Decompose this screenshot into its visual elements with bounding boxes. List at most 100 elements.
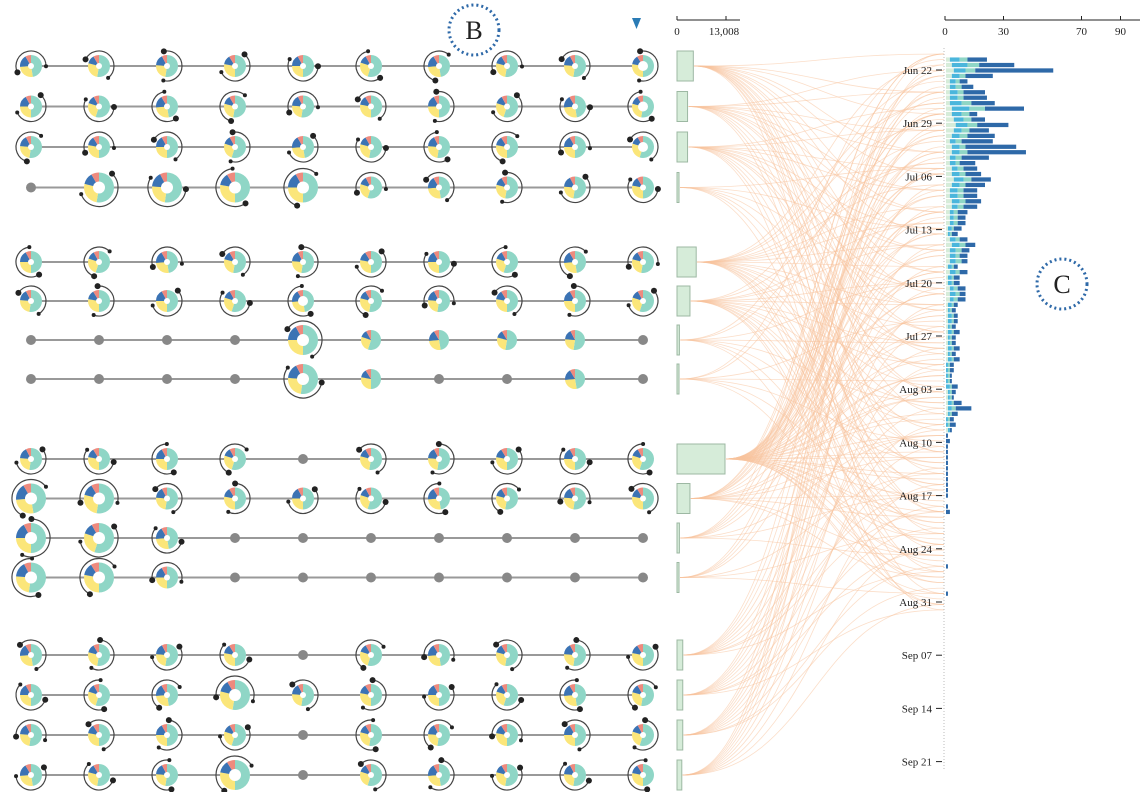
ring-dot (647, 510, 652, 515)
time-bar-segment (961, 259, 968, 264)
ring-dot (558, 56, 565, 63)
flow-link (679, 271, 945, 578)
flow-link (683, 266, 945, 736)
time-bar-segment (961, 248, 970, 253)
time-bar-segment (946, 482, 948, 487)
flow-link (688, 106, 945, 333)
pie-slice (29, 136, 43, 158)
pie-hole (504, 456, 510, 462)
pie-slice (156, 654, 167, 666)
pie-slice (643, 176, 654, 199)
ring-arc (15, 246, 40, 278)
ring-arc (19, 639, 47, 670)
time-bar-segment (946, 340, 948, 346)
flow-link (679, 211, 945, 578)
ring-dot (110, 459, 117, 466)
ring-dot (109, 170, 116, 177)
ring-dot (490, 460, 495, 465)
pie-slice (156, 567, 167, 578)
ring-dot (357, 486, 362, 491)
pie-hole (300, 495, 306, 502)
pie-slice (433, 724, 439, 735)
pointer-icon[interactable] (632, 18, 641, 29)
ring-dot (98, 678, 103, 683)
pie-slice (495, 145, 507, 158)
time-bar-segment (957, 95, 964, 100)
empty-node (638, 374, 648, 384)
pie-slice (20, 262, 31, 273)
time-bar-segment (963, 188, 978, 193)
pie-hole (638, 61, 648, 71)
pie-slice (167, 724, 178, 746)
ring-dot (513, 92, 520, 99)
time-axis-label: Jun 29 (903, 118, 933, 130)
flow-link (688, 69, 945, 107)
pie-slice (29, 724, 43, 746)
flow-link (690, 495, 945, 499)
pie-slice (88, 645, 99, 655)
ring-dot (101, 747, 106, 752)
time-bar-segment (947, 324, 950, 329)
pie-hole (164, 63, 170, 69)
time-bar-segment (967, 133, 995, 138)
time-bar-segment (953, 297, 958, 302)
pie-slice (156, 528, 167, 539)
ring-arc (360, 759, 387, 790)
pie-slice (360, 291, 371, 301)
pie-slice (632, 645, 643, 655)
pie-hole (640, 732, 646, 738)
ring-dot (101, 706, 108, 713)
pie-slice (303, 55, 314, 77)
empty-node (638, 335, 648, 345)
pie-slice (643, 487, 654, 510)
ring-arc (423, 686, 455, 711)
ring-arc (629, 131, 659, 160)
pie-slice (156, 137, 167, 147)
pie-slice (156, 449, 167, 459)
flow-link (682, 184, 945, 776)
pie-hole (298, 296, 308, 306)
pie-slice (428, 765, 439, 776)
pie-slice (360, 645, 371, 655)
time-bar-segment (951, 389, 956, 395)
ring-dot (369, 677, 376, 684)
time-bar-segment (949, 248, 956, 253)
pie-slice (161, 136, 167, 147)
pie-slice (505, 764, 518, 786)
ring-arc (355, 488, 387, 515)
pie-slice (496, 733, 507, 746)
flow-link (688, 146, 945, 311)
row-count-bar (676, 443, 726, 475)
flow-link (683, 549, 945, 696)
time-bar-segment (946, 253, 950, 258)
pie-slice (501, 764, 507, 775)
time-bar-segment (947, 400, 952, 406)
pie-slice (428, 449, 439, 459)
time-bar-segment (947, 417, 950, 422)
pie-slice (292, 261, 303, 273)
small-pie-slice (575, 369, 586, 389)
pie-hole (161, 181, 173, 194)
ring-dot (625, 263, 632, 270)
pie-hole (232, 144, 238, 150)
ring-dot (650, 287, 657, 294)
ring-arc (151, 527, 183, 554)
ring-dot (642, 717, 649, 724)
time-axis-label: Aug 31 (899, 597, 932, 609)
time-bar-segment (946, 438, 950, 444)
pie-hole (368, 732, 374, 738)
flow-link (697, 162, 945, 263)
ring-dot (648, 115, 655, 122)
ring-arc (423, 50, 450, 82)
flow-link (725, 53, 945, 460)
ring-dot (585, 777, 592, 784)
time-bar-segment (951, 144, 960, 149)
ring-dot (641, 442, 646, 447)
flow-link (682, 484, 945, 776)
sequence-row (26, 364, 648, 399)
pie-slice (433, 644, 439, 655)
pie-hole (164, 535, 170, 541)
pie-slice (20, 725, 31, 735)
ring-dot (379, 288, 384, 293)
empty-node (230, 533, 240, 543)
